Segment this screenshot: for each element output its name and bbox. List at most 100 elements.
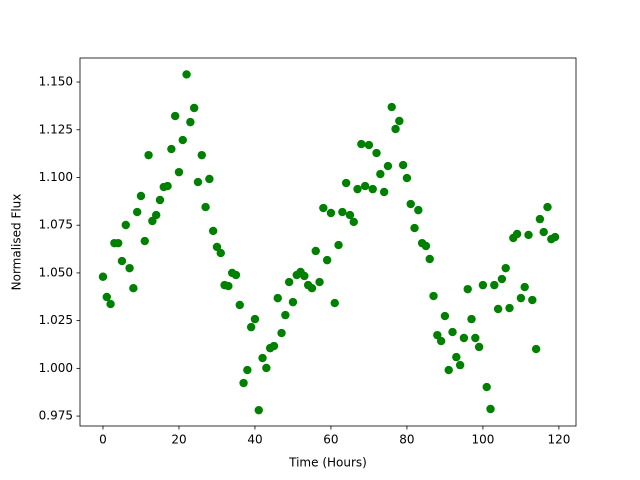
point bbox=[326, 208, 336, 218]
point bbox=[258, 353, 267, 363]
point bbox=[281, 310, 290, 320]
point bbox=[345, 210, 355, 220]
point bbox=[402, 173, 412, 183]
point bbox=[132, 207, 142, 217]
point bbox=[349, 217, 358, 227]
point bbox=[125, 263, 134, 273]
point bbox=[193, 177, 203, 187]
y-tick-label: 1.100 bbox=[39, 170, 73, 184]
x-tick-label: 100 bbox=[471, 433, 494, 447]
point bbox=[288, 297, 298, 307]
point bbox=[163, 181, 172, 191]
point bbox=[501, 263, 510, 273]
point bbox=[208, 226, 218, 236]
point bbox=[463, 284, 472, 294]
point bbox=[455, 360, 465, 370]
point bbox=[205, 174, 214, 184]
point bbox=[528, 295, 537, 305]
point bbox=[379, 187, 389, 197]
point bbox=[448, 327, 457, 337]
point bbox=[121, 220, 130, 230]
point bbox=[182, 70, 191, 79]
point bbox=[151, 210, 161, 220]
point bbox=[129, 283, 138, 293]
point bbox=[452, 352, 461, 362]
point bbox=[155, 195, 165, 205]
point bbox=[330, 298, 339, 308]
point bbox=[300, 271, 309, 281]
point bbox=[387, 102, 396, 112]
point bbox=[357, 139, 366, 149]
point bbox=[189, 103, 199, 113]
x-tick-label: 60 bbox=[323, 433, 338, 447]
point bbox=[212, 242, 222, 252]
point bbox=[459, 333, 469, 343]
point bbox=[224, 281, 233, 291]
point bbox=[243, 365, 252, 375]
point bbox=[322, 255, 332, 265]
point bbox=[246, 322, 256, 332]
point bbox=[140, 236, 149, 246]
point bbox=[531, 344, 541, 354]
point bbox=[239, 378, 248, 388]
point bbox=[490, 280, 499, 290]
point bbox=[436, 336, 446, 346]
point bbox=[368, 184, 377, 194]
y-tick-label: 1.150 bbox=[39, 75, 73, 89]
point bbox=[516, 293, 526, 303]
point bbox=[235, 300, 244, 310]
y-axis-label: Normalised Flux bbox=[10, 194, 24, 291]
x-tick-label: 20 bbox=[171, 433, 186, 447]
point bbox=[425, 254, 434, 264]
point bbox=[376, 169, 385, 179]
point bbox=[231, 270, 241, 280]
point bbox=[543, 202, 552, 212]
point bbox=[398, 160, 408, 170]
x-tick-label: 40 bbox=[247, 433, 262, 447]
point bbox=[353, 184, 362, 194]
point bbox=[395, 116, 404, 126]
point bbox=[482, 382, 491, 392]
point bbox=[106, 299, 115, 309]
point bbox=[117, 256, 127, 266]
point bbox=[372, 148, 381, 158]
point bbox=[505, 303, 514, 313]
point bbox=[197, 150, 206, 160]
point bbox=[444, 365, 453, 375]
point bbox=[364, 140, 374, 150]
point bbox=[539, 227, 548, 237]
y-tick-label: 1.000 bbox=[39, 361, 73, 375]
point bbox=[216, 248, 225, 258]
point bbox=[440, 311, 450, 321]
point bbox=[170, 111, 180, 121]
point bbox=[254, 405, 263, 415]
point bbox=[493, 304, 503, 314]
point bbox=[250, 314, 260, 324]
y-tick-label: 1.025 bbox=[39, 313, 73, 327]
point bbox=[102, 292, 111, 302]
x-axis-label: Time (Hours) bbox=[288, 456, 367, 470]
y-tick-label: 1.075 bbox=[39, 218, 73, 232]
point bbox=[383, 161, 393, 171]
point bbox=[174, 167, 184, 177]
point bbox=[277, 328, 286, 338]
point bbox=[486, 404, 495, 414]
point bbox=[550, 232, 560, 242]
point bbox=[478, 280, 488, 290]
point bbox=[524, 230, 533, 240]
point bbox=[414, 205, 423, 215]
point bbox=[535, 214, 545, 224]
point bbox=[284, 277, 294, 287]
point bbox=[429, 291, 438, 301]
point bbox=[307, 283, 317, 293]
point bbox=[410, 223, 419, 233]
point bbox=[471, 333, 480, 343]
point bbox=[269, 341, 279, 351]
plot-frame bbox=[79, 57, 577, 427]
point bbox=[178, 135, 187, 145]
point bbox=[136, 191, 146, 201]
y-tick-label: 1.125 bbox=[39, 122, 73, 136]
point bbox=[497, 274, 507, 284]
point bbox=[406, 199, 415, 209]
